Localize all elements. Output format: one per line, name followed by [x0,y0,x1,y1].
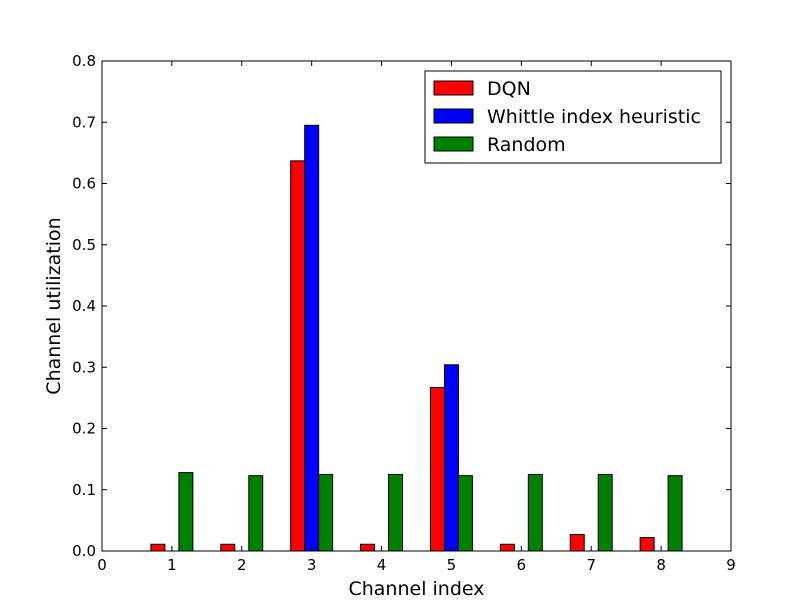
y-tick-label: 0.0 [72,542,96,560]
x-axis-label: Channel index [348,578,484,600]
y-tick-label: 0.1 [72,481,96,499]
legend-label-random: Random [487,134,566,156]
x-tick-label: 0 [97,556,107,574]
y-tick-label: 0.6 [72,175,96,193]
x-tick-label: 6 [517,556,527,574]
legend-swatch-random [433,136,474,152]
y-tick-label: 0.3 [72,358,96,376]
y-tick-label: 0.7 [72,113,96,131]
y-axis-label: Channel utilization [43,217,65,394]
legend-label-dqn: DQN [487,78,531,100]
x-tick-label: 1 [167,556,177,574]
y-tick-label: 0.4 [72,297,96,315]
bar-dqn-ch1 [150,543,166,552]
bar-dqn-ch6 [499,543,515,552]
bar-random-ch3 [318,473,334,552]
bars [150,124,683,552]
legend-box [424,70,722,164]
bar-random-ch5 [457,475,473,552]
bar-whittle-index-heuristic-ch3 [304,124,320,552]
bar-dqn-ch3 [290,160,306,552]
bar-dqn-ch8 [639,537,655,552]
bar-dqn-ch7 [569,533,585,552]
legend-swatch-whittle-index-heuristic [433,108,474,124]
x-tick-label: 5 [447,556,457,574]
axis-ticks [101,60,732,552]
bar-random-ch2 [248,475,264,552]
x-tick-label: 8 [656,556,666,574]
bar-whittle-index-heuristic-ch5 [443,364,459,552]
bar-dqn-ch5 [429,386,445,552]
bar-dqn-ch2 [220,543,236,552]
x-tick-label: 9 [726,556,736,574]
bar-random-ch4 [388,473,404,552]
y-tick-label: 0.5 [72,236,96,254]
bar-random-ch7 [597,473,613,552]
x-tick-label: 7 [586,556,596,574]
y-tick-label: 0.2 [72,420,96,438]
bar-random-ch6 [527,473,543,552]
legend-swatch-dqn [433,80,474,96]
y-tick-label: 0.8 [72,52,96,70]
x-tick-label: 4 [377,556,387,574]
x-tick-label: 3 [307,556,317,574]
tick-labels: 0 1 2 3 4 5 6 7 8 9 0.0 0.1 0.2 0.3 0.4 0.5 0.6 0.7 0.8 [72,52,736,574]
legend-label-whittle-index-heuristic: Whittle index heuristic [487,106,701,128]
legend: DQN Whittle index heuristic Random [424,70,722,164]
bar-random-ch8 [667,475,683,552]
bar-random-ch1 [178,472,194,552]
bar-dqn-ch4 [360,543,376,552]
x-tick-label: 2 [237,556,247,574]
